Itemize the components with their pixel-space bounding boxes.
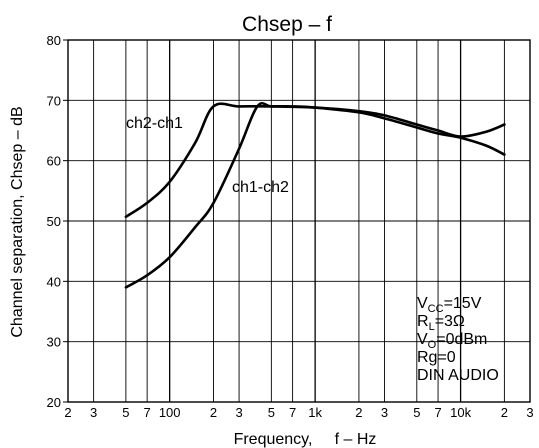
y-tick-label: 80 [47,33,61,48]
x-tick-label: 100 [159,405,181,420]
x-tick-label: 2 [210,405,217,420]
condition-line: DIN AUDIO [417,367,499,384]
x-tick-label: 7 [289,405,296,420]
x-tick-label: 10k [450,405,471,420]
y-tick-labels: 20 30 40 50 60 70 80 [47,33,61,410]
x-tick-label: 3 [235,405,242,420]
y-tick-label: 70 [47,93,61,108]
x-tick-label: 3 [90,405,97,420]
series-line-ch1-ch2 [124,101,506,289]
x-tick-label: 2 [355,405,362,420]
label-ch1-ch2: ch1-ch2 [232,179,289,196]
x-tick-labels: 2 3 5 7 100 2 3 5 7 1k 2 3 5 7 10k 2 3 [64,405,533,420]
y-tick-label: 60 [47,154,61,169]
x-tick-label: 2 [501,405,508,420]
condition-line: RL=3Ω [417,313,465,333]
x-tick-label: 3 [526,405,533,420]
x-tick-label: 2 [64,405,71,420]
y-tick-label: 50 [47,214,61,229]
condition-line: VCC=15V [417,295,482,315]
y-tick-label: 30 [47,335,61,350]
x-tick-label: 5 [122,405,129,420]
x-tick-label: 3 [381,405,388,420]
x-tick-label: 7 [434,405,441,420]
y-tick-label: 20 [47,395,61,410]
x-tick-label: 5 [268,405,275,420]
y-axis-label: Channel separation, Chsep – dB [9,106,26,337]
condition-line: VO=0dBm [417,331,487,351]
chart-title: Chsep – f [242,13,332,36]
label-ch2-ch1: ch2-ch1 [126,115,183,132]
x-tick-label: 5 [413,405,420,420]
plot-frame [67,39,531,403]
x-tick-label: 1k [308,405,322,420]
x-tick-label: 7 [144,405,151,420]
x-axis-label: Frequency, f – Hz [234,431,377,448]
condition-line: Rg=0 [417,349,456,366]
y-tick-label: 40 [47,274,61,289]
series-lines [124,101,506,289]
